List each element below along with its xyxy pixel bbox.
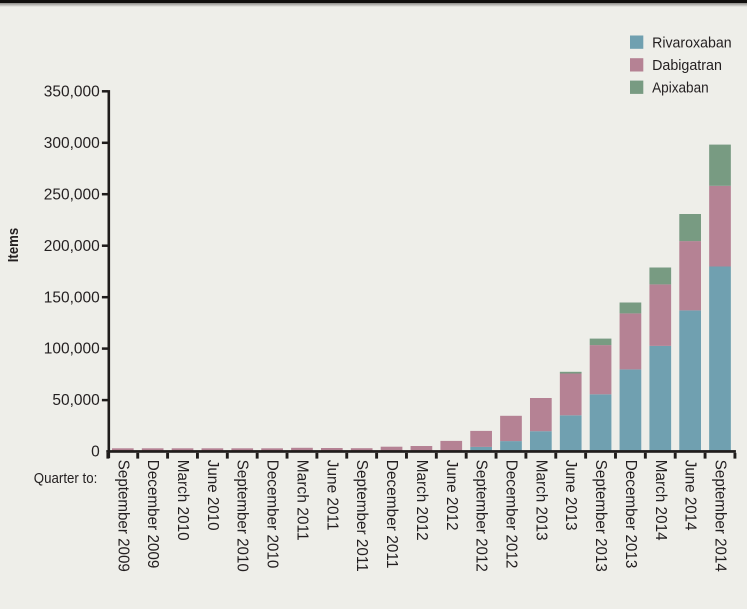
svg-text:March 2010: March 2010 — [174, 460, 191, 541]
svg-text:September 2010: September 2010 — [234, 460, 251, 572]
svg-text:June 2012: June 2012 — [443, 460, 460, 531]
svg-text:March 2011: March 2011 — [293, 460, 310, 541]
svg-text:300,000: 300,000 — [44, 135, 100, 152]
svg-text:150,000: 150,000 — [44, 289, 100, 306]
svg-text:50,000: 50,000 — [52, 392, 100, 409]
svg-text:September 2013: September 2013 — [592, 460, 609, 572]
svg-text:Apixaban: Apixaban — [652, 80, 709, 97]
svg-text:200,000: 200,000 — [44, 238, 100, 255]
svg-text:Rivaroxaban: Rivaroxaban — [652, 35, 732, 52]
svg-text:0: 0 — [91, 444, 100, 461]
svg-text:March 2012: March 2012 — [413, 460, 430, 541]
svg-text:December 2011: December 2011 — [383, 460, 400, 569]
svg-text:September 2011: September 2011 — [353, 460, 370, 572]
svg-text:June 2014: June 2014 — [682, 460, 699, 531]
svg-text:June 2013: June 2013 — [562, 460, 579, 531]
svg-text:March 2014: March 2014 — [652, 460, 669, 541]
svg-text:March 2013: March 2013 — [532, 460, 549, 541]
svg-text:December 2010: December 2010 — [264, 460, 281, 569]
svg-text:December 2013: December 2013 — [622, 460, 639, 569]
svg-text:December 2009: December 2009 — [144, 460, 161, 569]
svg-text:June 2011: June 2011 — [323, 460, 340, 531]
svg-text:December 2012: December 2012 — [502, 460, 519, 569]
svg-text:Dabigatran: Dabigatran — [652, 57, 722, 74]
svg-text:250,000: 250,000 — [44, 186, 100, 203]
svg-text:June 2010: June 2010 — [204, 460, 221, 531]
svg-text:350,000: 350,000 — [44, 83, 100, 100]
svg-text:September 2009: September 2009 — [114, 460, 131, 572]
svg-text:Quarter to:: Quarter to: — [34, 471, 98, 487]
svg-text:September 2012: September 2012 — [473, 460, 490, 572]
svg-text:September 2014: September 2014 — [712, 460, 729, 572]
svg-text:Items: Items — [5, 228, 22, 263]
svg-text:100,000: 100,000 — [44, 341, 100, 358]
